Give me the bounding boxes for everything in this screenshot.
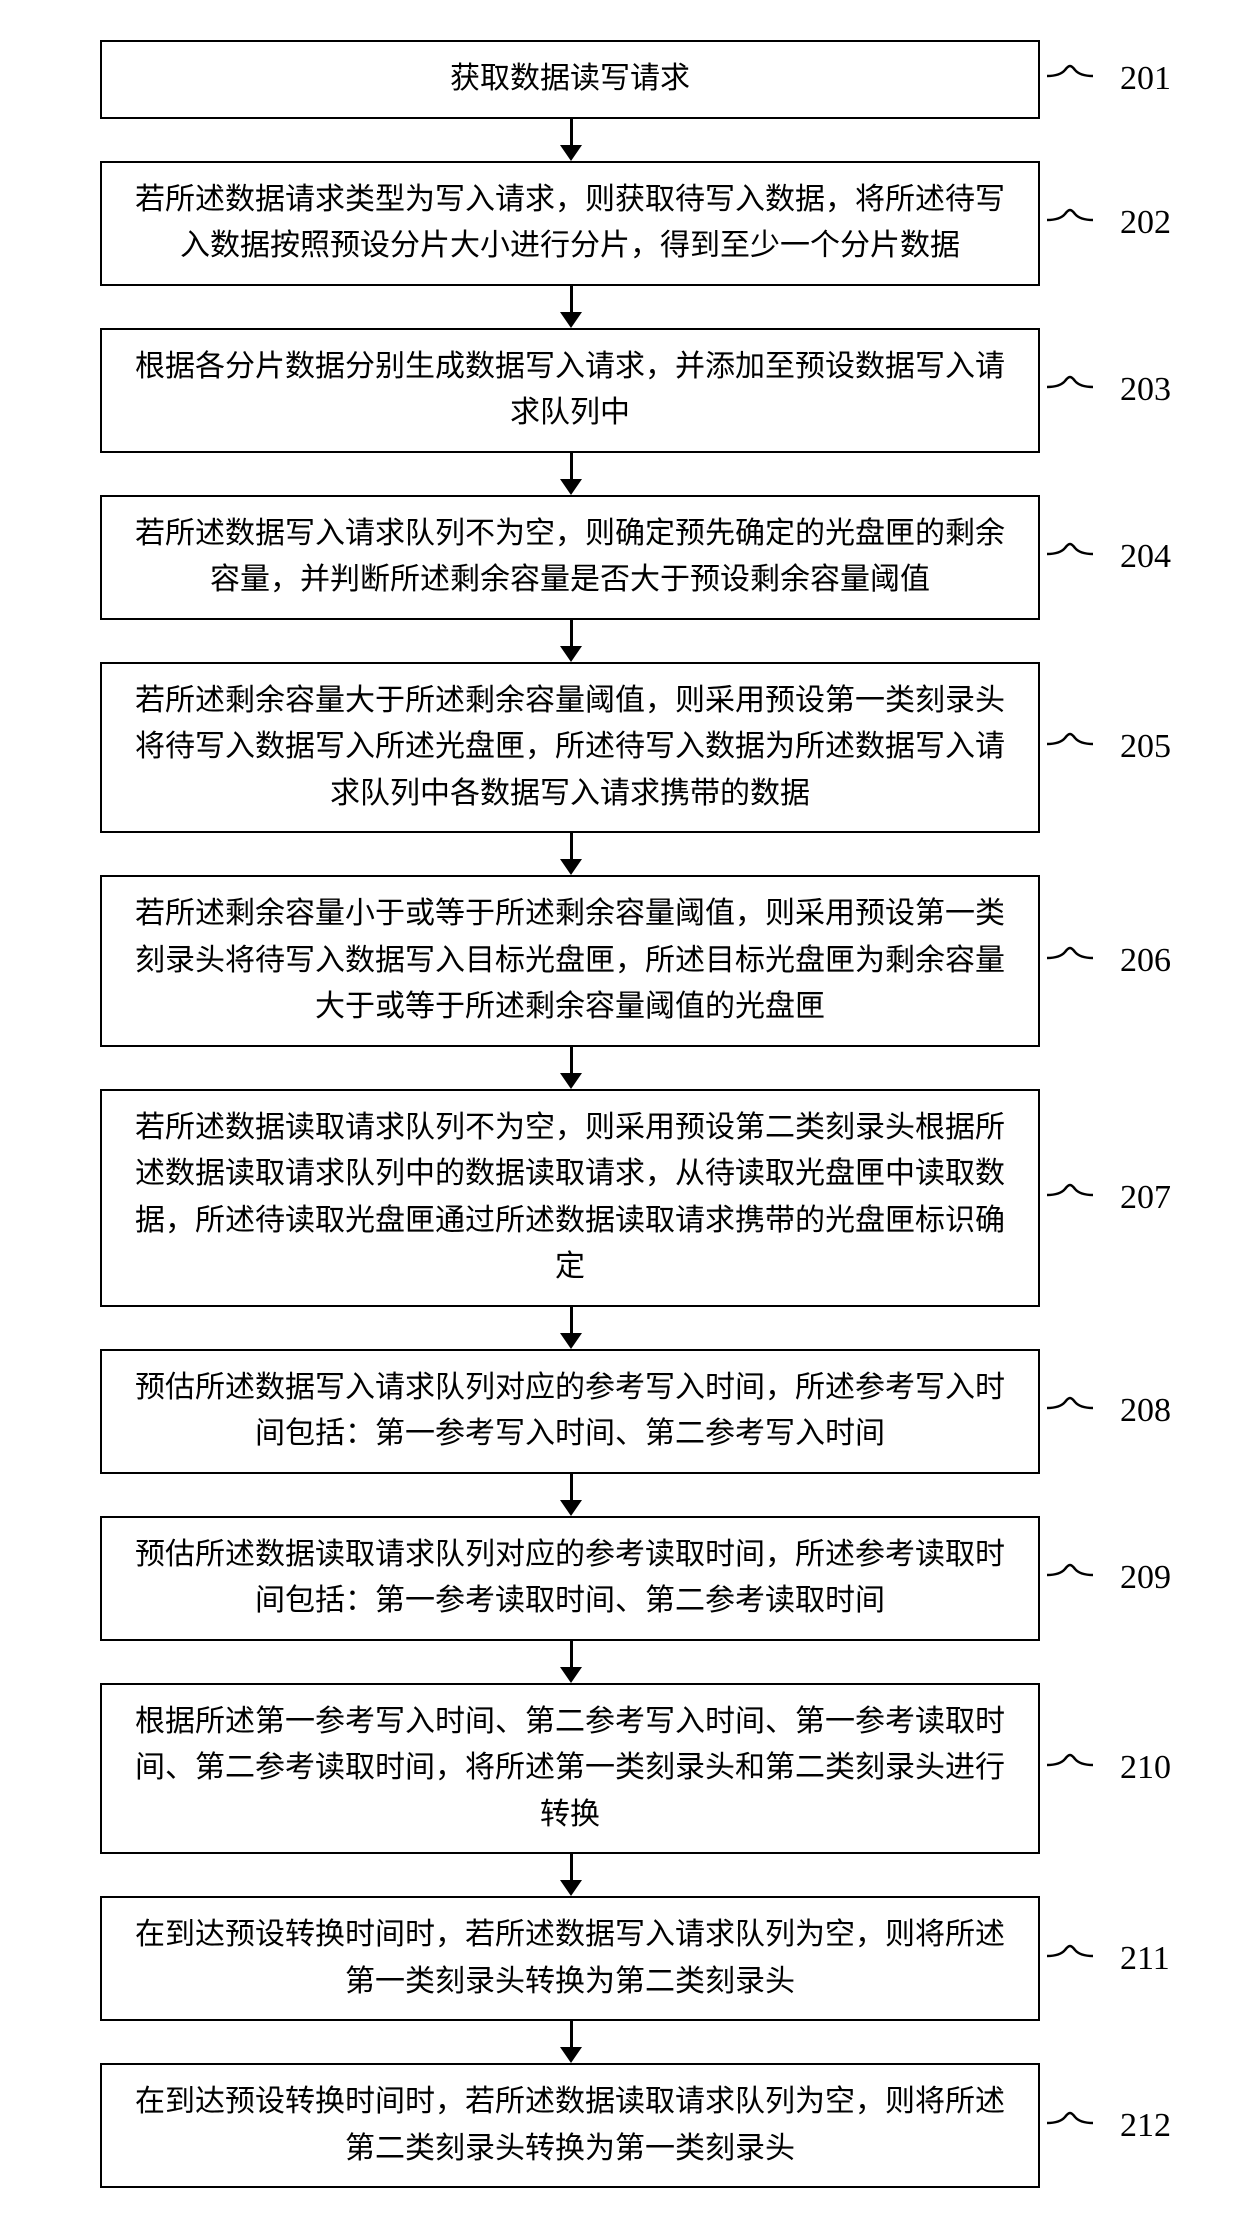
step-row-205: 若所述剩余容量大于所述剩余容量阈值，则采用预设第一类刻录头将待写入数据写入所述光… <box>60 662 1180 834</box>
step-row-203: 根据各分片数据分别生成数据写入请求，并添加至预设数据写入请求队列中 203 <box>60 328 1180 453</box>
flow-node: 预估所述数据读取请求队列对应的参考读取时间，所述参考读取时间包括：第一参考读取时… <box>100 1516 1040 1641</box>
step-label: 209 <box>1120 1559 1171 1597</box>
flow-node: 在到达预设转换时间时，若所述数据读取请求队列为空，则将所述第二类刻录头转换为第一… <box>100 2063 1040 2188</box>
flow-node: 根据所述第一参考写入时间、第二参考写入时间、第一参考读取时间、第二参考读取时间，… <box>100 1683 1040 1855</box>
step-label: 208 <box>1120 1392 1171 1430</box>
step-label: 210 <box>1120 1749 1171 1787</box>
flow-arrow <box>60 2021 1180 2063</box>
node-text: 根据所述第一参考写入时间、第二参考写入时间、第一参考读取时间、第二参考读取时间，… <box>124 1699 1016 1839</box>
flow-arrow <box>60 1854 1180 1896</box>
node-text: 根据各分片数据分别生成数据写入请求，并添加至预设数据写入请求队列中 <box>124 344 1016 437</box>
flow-node: 获取数据读写请求 <box>100 40 1040 119</box>
node-text: 若所述数据写入请求队列不为空，则确定预先确定的光盘匣的剩余容量，并判断所述剩余容… <box>124 511 1016 604</box>
node-text: 预估所述数据写入请求队列对应的参考写入时间，所述参考写入时间包括：第一参考写入时… <box>124 1365 1016 1458</box>
node-text: 在到达预设转换时间时，若所述数据读取请求队列为空，则将所述第二类刻录头转换为第一… <box>124 2079 1016 2172</box>
step-row-211: 在到达预设转换时间时，若所述数据写入请求队列为空，则将所述第一类刻录头转换为第二… <box>60 1896 1180 2021</box>
flow-node: 若所述数据读取请求队列不为空，则采用预设第二类刻录头根据所述数据读取请求队列中的… <box>100 1089 1040 1307</box>
flowchart-container: 获取数据读写请求 201 若所述数据请求类型为写入请求，则获取待写入数据，将所述… <box>60 40 1180 2188</box>
step-row-204: 若所述数据写入请求队列不为空，则确定预先确定的光盘匣的剩余容量，并判断所述剩余容… <box>60 495 1180 620</box>
step-row-209: 预估所述数据读取请求队列对应的参考读取时间，所述参考读取时间包括：第一参考读取时… <box>60 1516 1180 1641</box>
step-label: 211 <box>1120 1940 1170 1978</box>
step-label: 201 <box>1120 60 1171 98</box>
step-row-207: 若所述数据读取请求队列不为空，则采用预设第二类刻录头根据所述数据读取请求队列中的… <box>60 1089 1180 1307</box>
step-row-201: 获取数据读写请求 201 <box>60 40 1180 119</box>
step-row-212: 在到达预设转换时间时，若所述数据读取请求队列为空，则将所述第二类刻录头转换为第一… <box>60 2063 1180 2188</box>
step-label: 206 <box>1120 942 1171 980</box>
flow-arrow <box>60 286 1180 328</box>
step-row-210: 根据所述第一参考写入时间、第二参考写入时间、第一参考读取时间、第二参考读取时间，… <box>60 1683 1180 1855</box>
brace-icon <box>1040 1753 1100 1783</box>
step-label: 205 <box>1120 728 1171 766</box>
flow-arrow <box>60 1307 1180 1349</box>
node-text: 获取数据读写请求 <box>450 56 690 103</box>
flow-arrow <box>60 119 1180 161</box>
step-row-208: 预估所述数据写入请求队列对应的参考写入时间，所述参考写入时间包括：第一参考写入时… <box>60 1349 1180 1474</box>
brace-icon <box>1040 1396 1100 1426</box>
flow-arrow <box>60 453 1180 495</box>
flow-arrow <box>60 1641 1180 1683</box>
flow-node: 根据各分片数据分别生成数据写入请求，并添加至预设数据写入请求队列中 <box>100 328 1040 453</box>
brace-icon <box>1040 946 1100 976</box>
flow-arrow <box>60 1474 1180 1516</box>
step-label: 207 <box>1120 1179 1171 1217</box>
flow-node: 预估所述数据写入请求队列对应的参考写入时间，所述参考写入时间包括：第一参考写入时… <box>100 1349 1040 1474</box>
flow-node: 若所述数据写入请求队列不为空，则确定预先确定的光盘匣的剩余容量，并判断所述剩余容… <box>100 495 1040 620</box>
brace-icon <box>1040 64 1100 94</box>
flow-node: 若所述剩余容量小于或等于所述剩余容量阈值，则采用预设第一类刻录头将待写入数据写入… <box>100 875 1040 1047</box>
step-label: 202 <box>1120 204 1171 242</box>
brace-icon <box>1040 208 1100 238</box>
step-row-202: 若所述数据请求类型为写入请求，则获取待写入数据，将所述待写入数据按照预设分片大小… <box>60 161 1180 286</box>
step-label: 212 <box>1120 2107 1171 2145</box>
step-label: 204 <box>1120 538 1171 576</box>
brace-icon <box>1040 732 1100 762</box>
brace-icon <box>1040 375 1100 405</box>
brace-icon <box>1040 1563 1100 1593</box>
node-text: 若所述剩余容量大于所述剩余容量阈值，则采用预设第一类刻录头将待写入数据写入所述光… <box>124 678 1016 818</box>
node-text: 若所述剩余容量小于或等于所述剩余容量阈值，则采用预设第一类刻录头将待写入数据写入… <box>124 891 1016 1031</box>
brace-icon <box>1040 542 1100 572</box>
brace-icon <box>1040 2111 1100 2141</box>
flow-arrow <box>60 1047 1180 1089</box>
node-text: 若所述数据请求类型为写入请求，则获取待写入数据，将所述待写入数据按照预设分片大小… <box>124 177 1016 270</box>
flow-node: 若所述剩余容量大于所述剩余容量阈值，则采用预设第一类刻录头将待写入数据写入所述光… <box>100 662 1040 834</box>
flow-node: 在到达预设转换时间时，若所述数据写入请求队列为空，则将所述第一类刻录头转换为第二… <box>100 1896 1040 2021</box>
brace-icon <box>1040 1183 1100 1213</box>
node-text: 预估所述数据读取请求队列对应的参考读取时间，所述参考读取时间包括：第一参考读取时… <box>124 1532 1016 1625</box>
brace-icon <box>1040 1944 1100 1974</box>
node-text: 在到达预设转换时间时，若所述数据写入请求队列为空，则将所述第一类刻录头转换为第二… <box>124 1912 1016 2005</box>
step-label: 203 <box>1120 371 1171 409</box>
node-text: 若所述数据读取请求队列不为空，则采用预设第二类刻录头根据所述数据读取请求队列中的… <box>124 1105 1016 1291</box>
flow-node: 若所述数据请求类型为写入请求，则获取待写入数据，将所述待写入数据按照预设分片大小… <box>100 161 1040 286</box>
flow-arrow <box>60 620 1180 662</box>
step-row-206: 若所述剩余容量小于或等于所述剩余容量阈值，则采用预设第一类刻录头将待写入数据写入… <box>60 875 1180 1047</box>
flow-arrow <box>60 833 1180 875</box>
